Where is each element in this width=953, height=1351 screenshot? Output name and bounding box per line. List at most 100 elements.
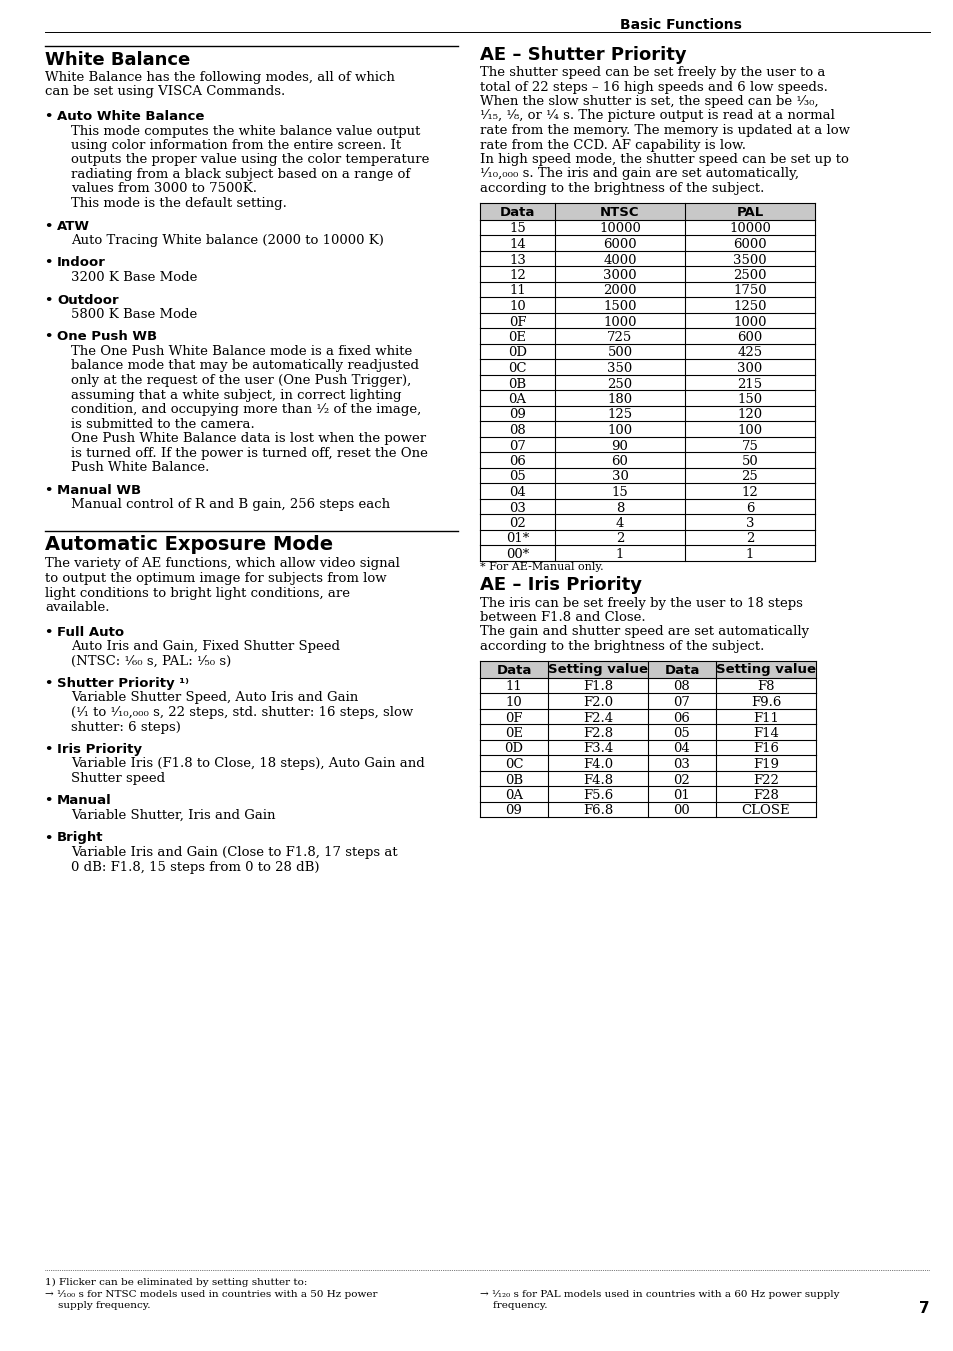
Text: 0E: 0E [504,727,522,740]
Text: F16: F16 [752,743,779,755]
Text: 0D: 0D [507,346,526,359]
Text: 125: 125 [607,408,632,422]
Text: 3200 K Base Mode: 3200 K Base Mode [71,272,197,284]
Text: 07: 07 [509,439,525,453]
Text: 12: 12 [509,269,525,282]
Text: 6: 6 [745,501,754,515]
Text: 02: 02 [509,517,525,530]
Text: according to the brightness of the subject.: according to the brightness of the subje… [479,640,763,653]
Text: Bright: Bright [57,831,103,844]
Text: F14: F14 [752,727,778,740]
Text: 1) Flicker can be eliminated by setting shutter to:: 1) Flicker can be eliminated by setting … [45,1278,307,1288]
Text: •: • [45,257,58,269]
Text: 4000: 4000 [602,254,636,266]
Text: •: • [45,484,58,497]
Text: rate from the CCD. AF capability is low.: rate from the CCD. AF capability is low. [479,139,745,151]
Text: 10: 10 [509,300,525,313]
Bar [479,203,814,219]
Text: to output the optimum image for subjects from low: to output the optimum image for subjects… [45,571,386,585]
Text: assuming that a white subject, in correct lighting: assuming that a white subject, in correc… [71,389,401,401]
Text: F4.0: F4.0 [582,758,613,771]
Text: 90: 90 [611,439,628,453]
Text: 2: 2 [616,532,623,546]
Text: This mode computes the white balance value output: This mode computes the white balance val… [71,124,420,138]
Text: 100: 100 [607,424,632,436]
Text: When the slow shutter is set, the speed can be ¹⁄₃₀,: When the slow shutter is set, the speed … [479,95,818,108]
Text: Setting value: Setting value [716,663,815,677]
Text: •: • [45,794,58,808]
Text: Data: Data [496,663,531,677]
Text: 7: 7 [919,1301,929,1316]
Text: 05: 05 [673,727,690,740]
Text: 0A: 0A [504,789,522,802]
Text: (¹⁄₁ to ¹⁄₁₀,₀₀₀ s, 22 steps, std. shutter: 16 steps, slow: (¹⁄₁ to ¹⁄₁₀,₀₀₀ s, 22 steps, std. shutt… [71,707,413,719]
Text: 05: 05 [509,470,525,484]
Text: 600: 600 [737,331,761,345]
Text: only at the request of the user (One Push Trigger),: only at the request of the user (One Pus… [71,374,411,386]
Text: In high speed mode, the shutter speed can be set up to: In high speed mode, the shutter speed ca… [479,153,848,166]
Text: •: • [45,677,58,690]
Text: Iris Priority: Iris Priority [57,743,142,757]
Text: The iris can be set freely by the user to 18 steps: The iris can be set freely by the user t… [479,597,802,609]
Text: 01*: 01* [505,532,529,546]
Text: 00*: 00* [505,549,529,561]
Text: F28: F28 [752,789,778,802]
Text: 1250: 1250 [733,300,766,313]
Text: frequency.: frequency. [479,1301,547,1310]
Text: 2: 2 [745,532,754,546]
Text: 60: 60 [611,455,628,467]
Text: 425: 425 [737,346,761,359]
Text: AE – Shutter Priority: AE – Shutter Priority [479,46,686,63]
Text: 180: 180 [607,393,632,407]
Text: NTSC: NTSC [599,205,639,219]
Text: 30: 30 [611,470,628,484]
Text: 13: 13 [509,254,525,266]
Text: (NTSC: ¹⁄₆₀ s, PAL: ¹⁄₅₀ s): (NTSC: ¹⁄₆₀ s, PAL: ¹⁄₅₀ s) [71,654,231,667]
Text: •: • [45,109,58,123]
Text: F4.8: F4.8 [582,774,613,786]
Text: 03: 03 [509,501,525,515]
Text: shutter: 6 steps): shutter: 6 steps) [71,720,181,734]
Text: 09: 09 [509,408,525,422]
Text: 04: 04 [673,743,690,755]
Text: Automatic Exposure Mode: Automatic Exposure Mode [45,535,333,554]
Text: light conditions to bright light conditions, are: light conditions to bright light conditi… [45,586,350,600]
Text: values from 3000 to 7500K.: values from 3000 to 7500K. [71,182,256,196]
Text: 250: 250 [607,377,632,390]
Text: F11: F11 [752,712,778,724]
Text: Push White Balance.: Push White Balance. [71,461,209,474]
Text: rate from the memory. The memory is updated at a low: rate from the memory. The memory is upda… [479,124,849,136]
Text: 5800 K Base Mode: 5800 K Base Mode [71,308,197,322]
Text: 0F: 0F [508,316,526,328]
Text: supply frequency.: supply frequency. [45,1301,151,1310]
Text: 1500: 1500 [602,300,636,313]
Text: radiating from a black subject based on a range of: radiating from a black subject based on … [71,168,410,181]
Text: Variable Shutter Speed, Auto Iris and Gain: Variable Shutter Speed, Auto Iris and Ga… [71,692,358,704]
Text: The One Push White Balance mode is a fixed white: The One Push White Balance mode is a fix… [71,345,412,358]
Text: Full Auto: Full Auto [57,626,124,639]
Text: 03: 03 [673,758,690,771]
Text: 0C: 0C [504,758,522,771]
Text: F8: F8 [757,681,774,693]
Text: Auto Iris and Gain, Fixed Shutter Speed: Auto Iris and Gain, Fixed Shutter Speed [71,640,339,653]
Text: F19: F19 [752,758,779,771]
Text: 06: 06 [509,455,525,467]
Text: 01: 01 [673,789,690,802]
Text: •: • [45,743,58,757]
Text: Setting value: Setting value [547,663,647,677]
Text: 0D: 0D [504,743,523,755]
Text: F2.4: F2.4 [582,712,613,724]
Text: •: • [45,219,58,232]
Text: F5.6: F5.6 [582,789,613,802]
Text: between F1.8 and Close.: between F1.8 and Close. [479,611,645,624]
Text: Shutter Priority ¹⁾: Shutter Priority ¹⁾ [57,677,189,690]
Text: using color information from the entire screen. It: using color information from the entire … [71,139,400,153]
Text: 14: 14 [509,238,525,251]
Text: Variable Iris (F1.8 to Close, 18 steps), Auto Gain and: Variable Iris (F1.8 to Close, 18 steps),… [71,758,424,770]
Text: CLOSE: CLOSE [740,804,789,817]
Text: 6000: 6000 [733,238,766,251]
Text: PAL: PAL [736,205,762,219]
Text: 10: 10 [505,696,522,709]
Text: Shutter speed: Shutter speed [71,771,165,785]
Text: White Balance has the following modes, all of which: White Balance has the following modes, a… [45,72,395,84]
